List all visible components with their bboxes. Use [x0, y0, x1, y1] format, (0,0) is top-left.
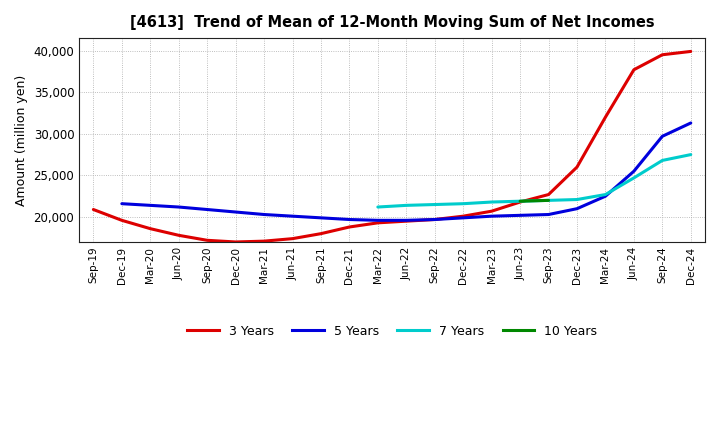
- 3 Years: [572, 165, 581, 170]
- 3 Years: [431, 217, 439, 222]
- 5 Years: [544, 212, 553, 217]
- 3 Years: [89, 207, 98, 212]
- 7 Years: [629, 175, 638, 180]
- 5 Years: [516, 213, 524, 218]
- 5 Years: [487, 213, 496, 219]
- 5 Years: [146, 203, 155, 208]
- 7 Years: [431, 202, 439, 207]
- Y-axis label: Amount (million yen): Amount (million yen): [15, 74, 28, 205]
- 5 Years: [601, 194, 610, 199]
- 7 Years: [572, 197, 581, 202]
- 5 Years: [288, 213, 297, 219]
- 3 Years: [174, 233, 183, 238]
- 5 Years: [629, 169, 638, 174]
- 5 Years: [260, 212, 269, 217]
- 5 Years: [231, 209, 240, 215]
- 7 Years: [686, 152, 695, 157]
- 7 Years: [459, 201, 467, 206]
- 5 Years: [374, 218, 382, 223]
- 3 Years: [231, 239, 240, 245]
- 3 Years: [288, 236, 297, 241]
- 5 Years: [203, 207, 212, 212]
- Legend: 3 Years, 5 Years, 7 Years, 10 Years: 3 Years, 5 Years, 7 Years, 10 Years: [182, 319, 602, 343]
- Line: 3 Years: 3 Years: [94, 51, 690, 242]
- 5 Years: [317, 215, 325, 220]
- 3 Years: [345, 224, 354, 230]
- 5 Years: [459, 215, 467, 220]
- 3 Years: [374, 220, 382, 225]
- 7 Years: [601, 192, 610, 197]
- 7 Years: [544, 198, 553, 203]
- 5 Years: [431, 217, 439, 222]
- 7 Years: [658, 158, 667, 163]
- 3 Years: [260, 238, 269, 244]
- Line: 5 Years: 5 Years: [122, 123, 690, 220]
- 3 Years: [402, 219, 410, 224]
- 3 Years: [487, 209, 496, 214]
- 3 Years: [317, 231, 325, 236]
- 7 Years: [516, 198, 524, 204]
- 5 Years: [174, 205, 183, 210]
- 5 Years: [572, 206, 581, 211]
- 3 Years: [629, 67, 638, 72]
- Line: 7 Years: 7 Years: [378, 154, 690, 207]
- 10 Years: [544, 198, 553, 203]
- 3 Years: [658, 52, 667, 57]
- 3 Years: [544, 192, 553, 197]
- 3 Years: [686, 49, 695, 54]
- 5 Years: [686, 121, 695, 126]
- Line: 10 Years: 10 Years: [520, 200, 549, 201]
- 7 Years: [374, 205, 382, 210]
- 5 Years: [117, 201, 126, 206]
- 5 Years: [658, 134, 667, 139]
- 3 Years: [117, 218, 126, 223]
- 3 Years: [146, 226, 155, 231]
- 5 Years: [402, 218, 410, 223]
- 5 Years: [345, 217, 354, 222]
- 10 Years: [516, 198, 524, 204]
- 7 Years: [402, 203, 410, 208]
- 3 Years: [203, 238, 212, 243]
- 7 Years: [487, 199, 496, 205]
- 3 Years: [601, 114, 610, 120]
- 3 Years: [516, 199, 524, 205]
- 3 Years: [459, 213, 467, 219]
- Title: [4613]  Trend of Mean of 12-Month Moving Sum of Net Incomes: [4613] Trend of Mean of 12-Month Moving …: [130, 15, 654, 30]
